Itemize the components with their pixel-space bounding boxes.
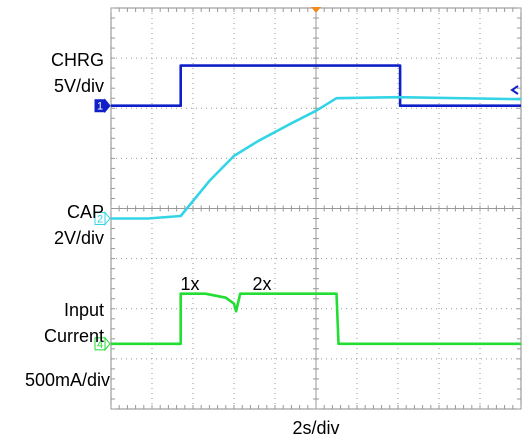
channel-marker-arrow [104, 336, 111, 352]
trace-cap [111, 95, 522, 220]
x-axis-label: 2s/div [292, 418, 339, 438]
chrg-label: CHRG [51, 50, 104, 70]
plot-grid [110, 7, 522, 410]
channel-marker-number: 1 [97, 101, 103, 113]
annotation-2x: 2x [252, 274, 271, 294]
cap-scale-label: 2V/div [54, 228, 104, 248]
input-current-label-line1: Input [64, 300, 104, 320]
input-current-label-line2: Current [44, 326, 104, 346]
channel-marker-arrow [104, 98, 111, 114]
cap-label: CAP [67, 202, 104, 222]
trace-input-current [111, 292, 521, 346]
input-current-scale-label: 500mA/div [25, 370, 110, 390]
channel-markers: 1 2 4 [94, 98, 111, 352]
chrg-scale-label: 5V/div [54, 76, 104, 96]
trigger-position-marker [311, 7, 321, 13]
trigger-level-arrow [510, 85, 519, 95]
channel-marker-2: 2 [94, 211, 111, 226]
channel-marker-number: 4 [97, 339, 103, 351]
annotation-1x: 1x [180, 274, 199, 294]
trace-chrg [111, 64, 521, 107]
traces [111, 64, 522, 346]
channel-marker-number: 2 [97, 214, 103, 226]
channel-marker-4: 4 [94, 336, 111, 352]
channel-marker-1: 1 [94, 98, 111, 114]
channel-marker-arrow [104, 211, 111, 226]
